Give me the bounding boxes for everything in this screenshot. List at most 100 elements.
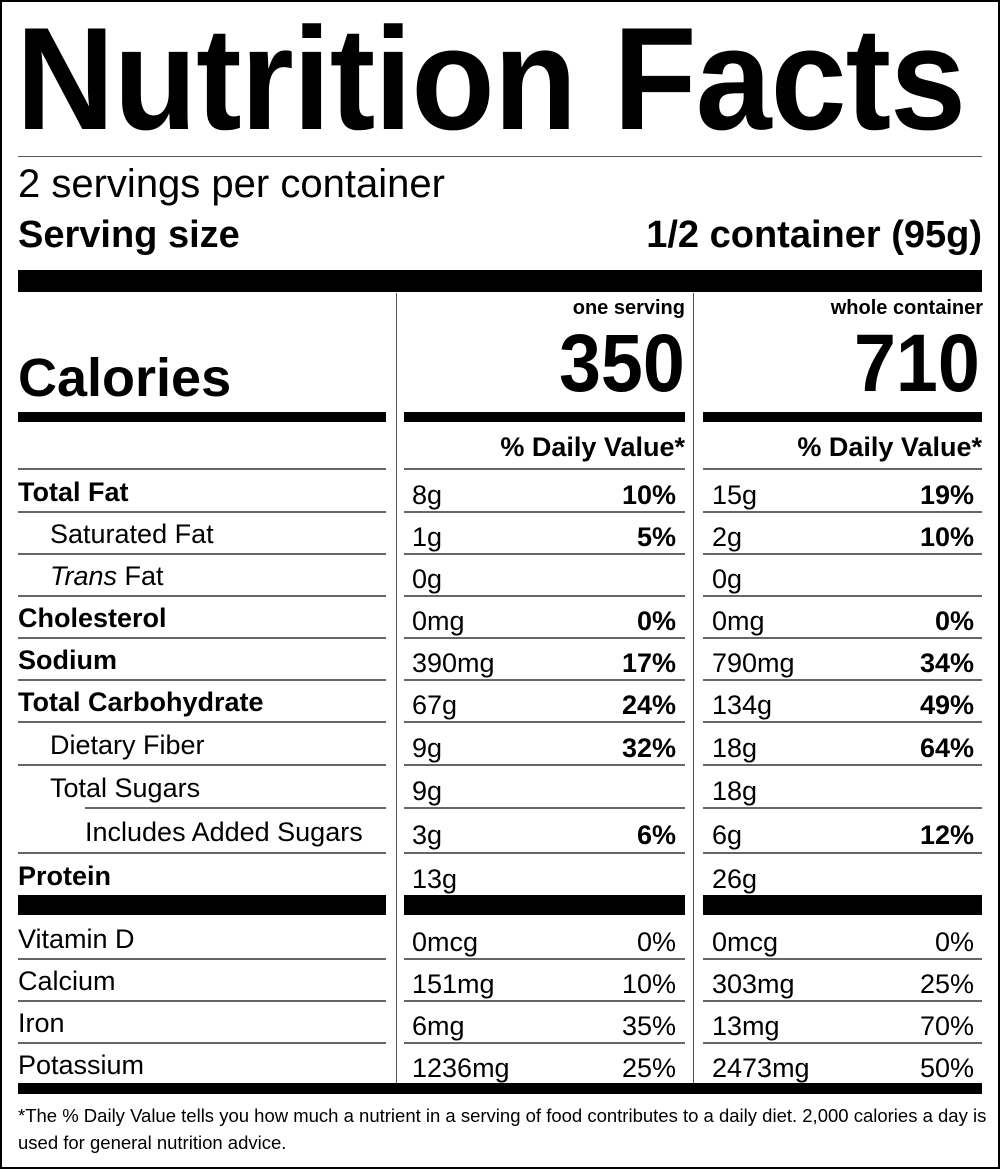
- dv-whole-container: 0%: [934, 606, 974, 636]
- row-divider: [404, 468, 685, 470]
- dv-one-serving: 32%: [621, 733, 676, 763]
- dv-one-serving: 0%: [636, 927, 676, 957]
- amount-whole-container: 18g: [712, 776, 758, 806]
- row-divider: [18, 764, 386, 766]
- row-divider: [18, 511, 386, 513]
- amount-one-serving: 8g: [412, 480, 443, 510]
- dv-whole-container: 0%: [934, 927, 974, 957]
- dv-one-serving: 35%: [621, 1011, 676, 1041]
- serving-size-label: Serving size: [18, 214, 240, 256]
- nutrient-name-text: Total Carbohydrate: [18, 687, 264, 717]
- nutrient-name-text: Calcium: [18, 966, 116, 996]
- row-divider: [703, 468, 982, 470]
- row-divider: [18, 595, 386, 597]
- dv-whole-container: 10%: [919, 522, 974, 552]
- nutrient-name-italic: Trans: [50, 561, 118, 591]
- amount-whole-container: 0mcg: [712, 927, 779, 957]
- column-divider: [693, 293, 694, 1083]
- dv-whole-container: 64%: [919, 733, 974, 763]
- thick-divider: [18, 270, 982, 292]
- row-divider: [85, 807, 386, 809]
- amount-one-serving: 0g: [412, 564, 443, 594]
- thick-divider: [18, 1083, 982, 1094]
- nutrient-row: Saturated Fat 1g 5% 2g 10%: [0, 511, 1000, 553]
- amount-whole-container: 0g: [712, 564, 743, 594]
- row-divider: [404, 1000, 685, 1002]
- amount-whole-container: 134g: [712, 690, 773, 720]
- dv-one-serving: 10%: [621, 969, 676, 999]
- serving-size-value: 1/2 container (95g): [646, 214, 982, 256]
- row-divider: [703, 852, 982, 854]
- row-divider: [18, 1042, 386, 1044]
- row-divider: [18, 721, 386, 723]
- row-divider: [404, 595, 685, 597]
- row-divider: [703, 679, 982, 681]
- row-divider: [703, 721, 982, 723]
- nutrient-name-text: Iron: [18, 1008, 65, 1038]
- nutrient-row: Sodium 390mg 17% 790mg 34%: [0, 637, 1000, 679]
- row-divider: [404, 679, 685, 681]
- dv-one-serving: 17%: [621, 648, 676, 678]
- nutrient-name: Trans Fat: [50, 560, 164, 592]
- nutrient-row: Vitamin D 0mcg 0% 0mcg 0%: [0, 916, 1000, 958]
- nutrient-name-text: Fat: [117, 561, 164, 591]
- row-divider: [404, 637, 685, 639]
- nutrient-row: Potassium 1236mg 25% 2473mg 50%: [0, 1042, 1000, 1083]
- nutrient-row: Includes Added Sugars 3g 6% 6g 12%: [0, 807, 1000, 852]
- nutrient-name-text: Saturated Fat: [50, 519, 214, 549]
- dv-one-serving: 25%: [621, 1053, 676, 1083]
- amount-one-serving: 6mg: [412, 1011, 465, 1041]
- dv-whole-container: 19%: [919, 480, 974, 510]
- row-divider: [18, 852, 386, 854]
- nutrient-name-text: Total Fat: [18, 477, 129, 507]
- nutrient-name: Dietary Fiber: [50, 729, 205, 761]
- amount-whole-container: 0mg: [712, 606, 765, 636]
- nutrient-name-text: Sodium: [18, 645, 117, 675]
- row-divider: [404, 807, 685, 809]
- thick-divider: [18, 895, 386, 915]
- row-divider: [404, 852, 685, 854]
- thick-divider: [404, 412, 685, 422]
- amount-one-serving: 67g: [412, 690, 458, 720]
- row-divider: [703, 958, 982, 960]
- row-divider: [703, 764, 982, 766]
- nutrient-name-text: Vitamin D: [18, 924, 135, 954]
- thick-divider: [703, 895, 982, 915]
- amount-one-serving: 1g: [412, 522, 443, 552]
- amount-whole-container: 6g: [712, 820, 743, 850]
- dv-one-serving: 10%: [621, 480, 676, 510]
- row-divider: [703, 1000, 982, 1002]
- nutrient-name-text: Protein: [18, 861, 112, 891]
- whole-container-header: whole container: [830, 297, 983, 319]
- calories-label: Calories: [18, 348, 232, 408]
- dv-whole-container: 34%: [919, 648, 974, 678]
- row-divider: [703, 595, 982, 597]
- nutrient-name-text: Potassium: [18, 1050, 145, 1080]
- dv-whole-container: 50%: [919, 1053, 974, 1083]
- row-divider: [703, 511, 982, 513]
- nutrient-name-text: Includes Added Sugars: [85, 817, 363, 847]
- nutrient-name: Total Carbohydrate: [18, 686, 264, 718]
- dv-whole-container: 12%: [919, 820, 974, 850]
- dv-one-serving: 6%: [636, 820, 676, 850]
- amount-whole-container: 790mg: [712, 648, 795, 678]
- nutrient-name: Iron: [18, 1007, 65, 1039]
- row-divider: [18, 553, 386, 555]
- nutrient-name: Sodium: [18, 644, 117, 676]
- servings-per-container: 2 servings per container: [18, 162, 445, 206]
- dv-whole-container: 70%: [919, 1011, 974, 1041]
- amount-one-serving: 3g: [412, 820, 443, 850]
- row-divider: [404, 1042, 685, 1044]
- row-divider: [703, 807, 982, 809]
- calories-whole-container: 710: [854, 318, 980, 409]
- amount-whole-container: 303mg: [712, 969, 795, 999]
- row-divider: [18, 679, 386, 681]
- nutrient-name-text: Total Sugars: [50, 773, 201, 803]
- nutrient-row: Iron 6mg 35% 13mg 70%: [0, 1000, 1000, 1042]
- dv-one-serving: 5%: [636, 522, 676, 552]
- row-divider: [18, 958, 386, 960]
- dv-whole-container: 25%: [919, 969, 974, 999]
- nutrient-name: Calcium: [18, 965, 116, 997]
- nutrient-row: Total Fat 8g 10% 15g 19%: [0, 468, 1000, 511]
- row-divider: [703, 1042, 982, 1044]
